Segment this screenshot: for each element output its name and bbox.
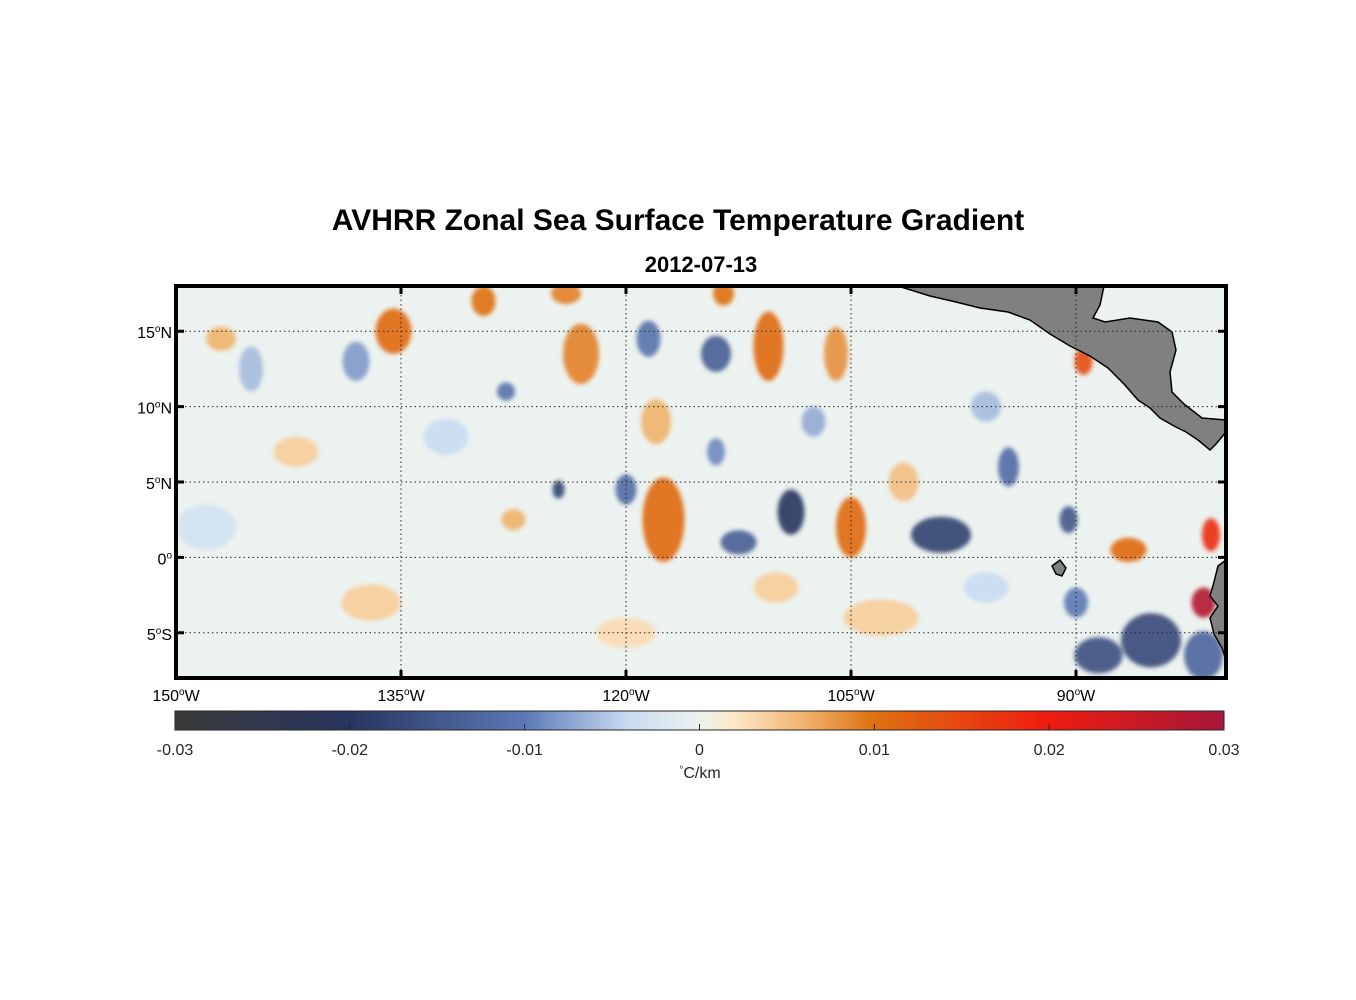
gradient-feature-37	[888, 462, 919, 502]
gradient-feature-8	[701, 335, 731, 372]
gradient-feature-35	[707, 438, 725, 466]
gradient-feature-21	[998, 447, 1019, 487]
gradient-feature-41	[963, 572, 1009, 603]
colorbar-tick-label: -0.02	[332, 742, 369, 759]
central-america-land	[897, 286, 1226, 452]
gradient-feature-24	[1202, 518, 1220, 552]
colorbar-unit-label: °C/km	[679, 765, 720, 782]
gradient-feature-38	[341, 584, 401, 621]
gradient-feature-29	[1064, 587, 1088, 618]
gradient-feature-36	[501, 509, 526, 531]
colorbar-tick-label: -0.03	[157, 742, 194, 759]
gradient-feature-10	[713, 286, 734, 306]
gradient-feature-23	[1110, 537, 1147, 562]
colorbar-degree-symbol: °	[679, 765, 683, 776]
colorbar-tick-label: 0	[695, 742, 704, 759]
gradient-feature-34	[641, 399, 671, 445]
map-title: AVHRR Zonal Sea Surface Temperature Grad…	[331, 204, 1025, 237]
gradient-feature-5	[551, 286, 581, 305]
gradient-feature-18	[836, 497, 866, 558]
gradient-feature-26	[1121, 613, 1181, 668]
map-panel: 15oN 10oN 5oN 0o 5oS 150oW 135oW 120oW 105oW 90o…	[137, 284, 1228, 705]
lon-label: 120oW	[602, 687, 650, 705]
gradient-feature-3	[239, 346, 263, 392]
lat-label: 10oN	[137, 400, 172, 418]
gradient-feature-27	[1074, 637, 1123, 674]
map-ticks	[174, 286, 1226, 678]
colorbar-tick-label: -0.01	[506, 742, 543, 759]
colorbar-tick-label: 0.03	[1208, 742, 1239, 759]
gradient-feature-9	[753, 311, 784, 381]
lat-label: 0o	[158, 550, 173, 568]
land	[897, 286, 1226, 661]
longitude-labels: 150oW 135oW 120oW 105oW 90oW	[152, 687, 1096, 705]
lon-label: 150oW	[152, 687, 200, 705]
gradient-feature-22	[1059, 506, 1078, 534]
colorbar-unit: C/km	[683, 765, 720, 782]
gradient-feature-43	[753, 572, 799, 603]
gradient-feature-17	[777, 489, 805, 535]
lat-label: 15oN	[137, 324, 172, 342]
colorbar: -0.03 -0.02 -0.01 0 0.01 0.02 0.03 °C/km	[157, 710, 1240, 782]
colorbar-ticks: -0.03 -0.02 -0.01 0 0.01 0.02 0.03	[157, 724, 1240, 759]
gradient-feature-7	[636, 320, 661, 357]
lat-label: 5oS	[147, 626, 172, 644]
gradient-feature-14	[642, 477, 685, 562]
lon-label: 135oW	[377, 687, 425, 705]
gradient-feature-16	[552, 480, 565, 499]
gradient-feature-33	[423, 418, 469, 455]
gradient-feature-12	[497, 382, 515, 401]
gradient-feature-4	[471, 286, 496, 317]
galapagos-land	[1051, 558, 1067, 577]
sst-gradient-field	[176, 286, 1223, 678]
colorbar-tick-label: 0.01	[859, 742, 890, 759]
lon-label: 105oW	[827, 687, 875, 705]
gradient-feature-6	[563, 323, 599, 384]
gradient-feature-32	[273, 436, 319, 467]
gradient-feature-20	[911, 516, 971, 553]
gradient-feature-31	[801, 406, 826, 437]
gradient-feature-11	[824, 326, 848, 381]
gradient-feature-2	[206, 326, 236, 351]
latitude-labels: 15oN 10oN 5oN 0o 5oS	[137, 324, 172, 644]
gradient-feature-28	[1184, 631, 1223, 678]
lat-label: 5oN	[146, 475, 172, 493]
gradient-feature-40	[843, 599, 919, 636]
gradient-feature-1	[342, 341, 370, 381]
lon-label: 90oW	[1057, 687, 1096, 705]
colorbar-tick-label: 0.02	[1034, 742, 1065, 759]
map-subtitle: 2012-07-13	[644, 252, 758, 277]
gradient-feature-42	[176, 504, 236, 550]
gradient-feature-19	[720, 530, 757, 555]
